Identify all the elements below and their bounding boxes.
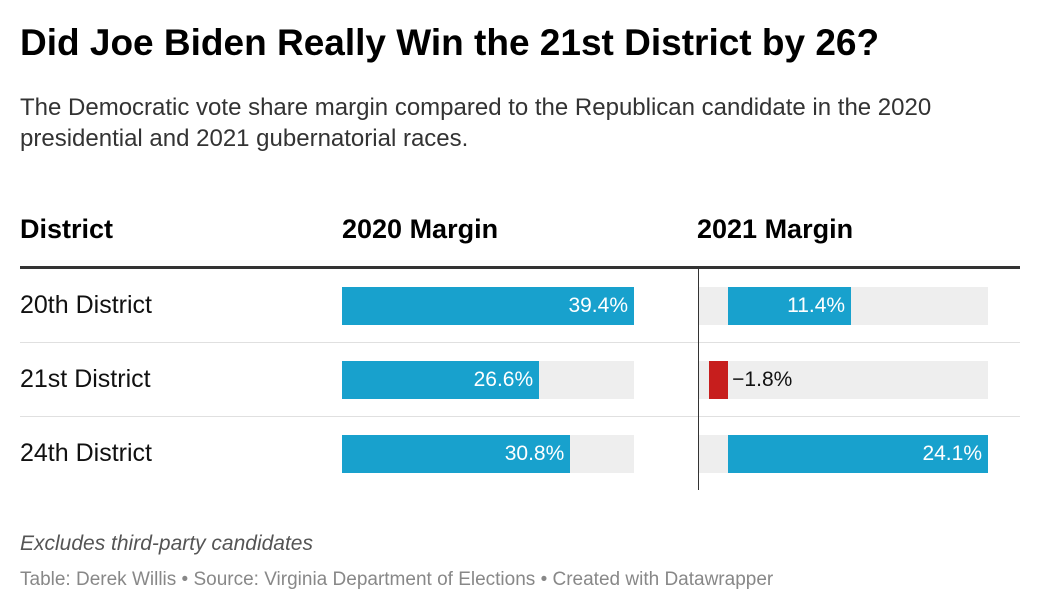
column-header-2021-margin[interactable]: 2021 Margin: [697, 214, 854, 244]
column-header-district[interactable]: District: [20, 214, 114, 244]
district-name: 21st District: [20, 365, 151, 393]
bar-track-2020: 39.4%: [342, 287, 634, 325]
district-name: 20th District: [20, 291, 152, 319]
value-label-2020: 30.8%: [504, 442, 565, 465]
district-name: 24th District: [20, 439, 152, 467]
table-row: 21st District 26.6% −1.8%: [20, 343, 1020, 417]
bar-2021-margin: [728, 435, 988, 473]
bar-2020-margin: [342, 287, 634, 325]
bar-track-2021: 11.4%: [698, 287, 988, 325]
value-label-2021: 11.4%: [787, 294, 846, 317]
bar-track-2021: −1.8%: [698, 361, 988, 399]
bar-2021-margin: [728, 287, 852, 325]
bar-track-2020: 30.8%: [342, 435, 634, 473]
data-table: District 2020 Margin 2021 Margin 20th Di…: [20, 202, 1020, 490]
chart-footer: Table: Derek Willis • Source: Virginia D…: [20, 569, 774, 590]
bar-2021-margin: [708, 361, 729, 399]
table-row: 20th District 39.4% 11.4%: [20, 269, 1020, 343]
bar-2020-margin: [342, 435, 571, 473]
column-header-2020-margin[interactable]: 2020 Margin: [342, 214, 499, 244]
bar-track-2021: 24.1%: [698, 435, 988, 473]
zero-line-2021: [698, 268, 699, 490]
value-label-2020: 26.6%: [473, 368, 534, 391]
chart-subtitle: The Democratic vote share margin compare…: [20, 94, 932, 152]
value-label-2021: 24.1%: [922, 442, 982, 465]
table-header: District 2020 Margin 2021 Margin: [20, 202, 1020, 269]
value-label-2021: −1.8%: [732, 368, 793, 391]
chart-notes: Excludes third-party candidates: [20, 532, 313, 555]
bar-2020-margin: [342, 361, 540, 399]
table-row: 24th District 30.8% 24.1%: [20, 417, 1020, 490]
table-body: 20th District 39.4% 11.4% 21st District 26.6…: [20, 269, 1020, 490]
value-label-2020: 39.4%: [568, 294, 628, 317]
bar-track-2020: 26.6%: [342, 361, 634, 399]
chart-title: Did Joe Biden Really Win the 21st Distri…: [20, 22, 880, 63]
